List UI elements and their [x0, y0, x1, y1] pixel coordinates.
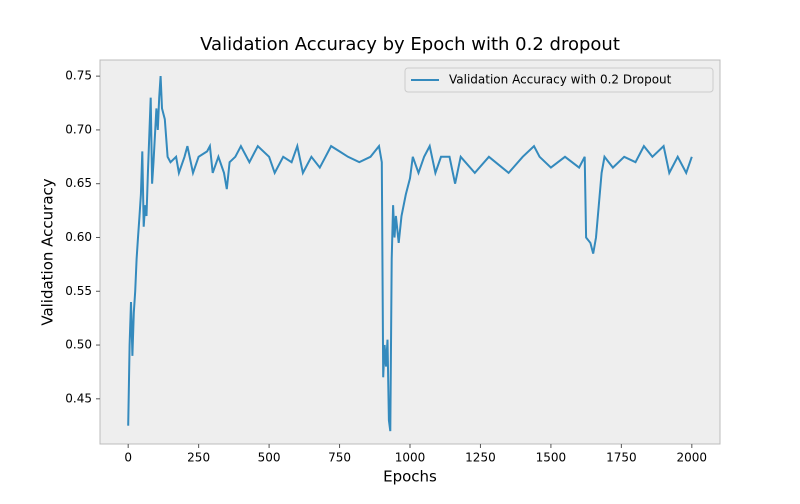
x-tick-label: 1250	[465, 451, 496, 465]
y-tick-label: 0.50	[65, 338, 92, 352]
x-tick-label: 1500	[536, 451, 567, 465]
x-tick-label: 1000	[395, 451, 426, 465]
legend-box	[404, 67, 714, 93]
y-tick-label: 0.65	[65, 176, 92, 190]
y-axis-label: Validation Accuracy	[39, 178, 57, 325]
plot-area	[99, 59, 721, 445]
y-tick-label: 0.75	[65, 69, 92, 83]
line	[127, 76, 693, 432]
y-tick-label: 0.55	[65, 284, 92, 298]
x-tick-label: 2000	[677, 451, 708, 465]
chart-title: Validation Accuracy by Epoch with 0.2 dr…	[200, 34, 620, 55]
x-tick-label: 750	[328, 451, 351, 465]
x-tick-label: 500	[258, 451, 281, 465]
legend-label: Validation Accuracy with 0.2 Dropout	[449, 73, 672, 87]
x-tick-label: 0	[124, 451, 132, 465]
y-tick-label: 0.60	[65, 230, 92, 244]
x-tick-label: 250	[187, 451, 210, 465]
y-tick-label: 0.45	[65, 391, 92, 405]
x-tick-label: 1750	[606, 451, 637, 465]
y-tick-label: 0.70	[65, 122, 92, 136]
x-axis-label: Epochs	[383, 468, 437, 486]
